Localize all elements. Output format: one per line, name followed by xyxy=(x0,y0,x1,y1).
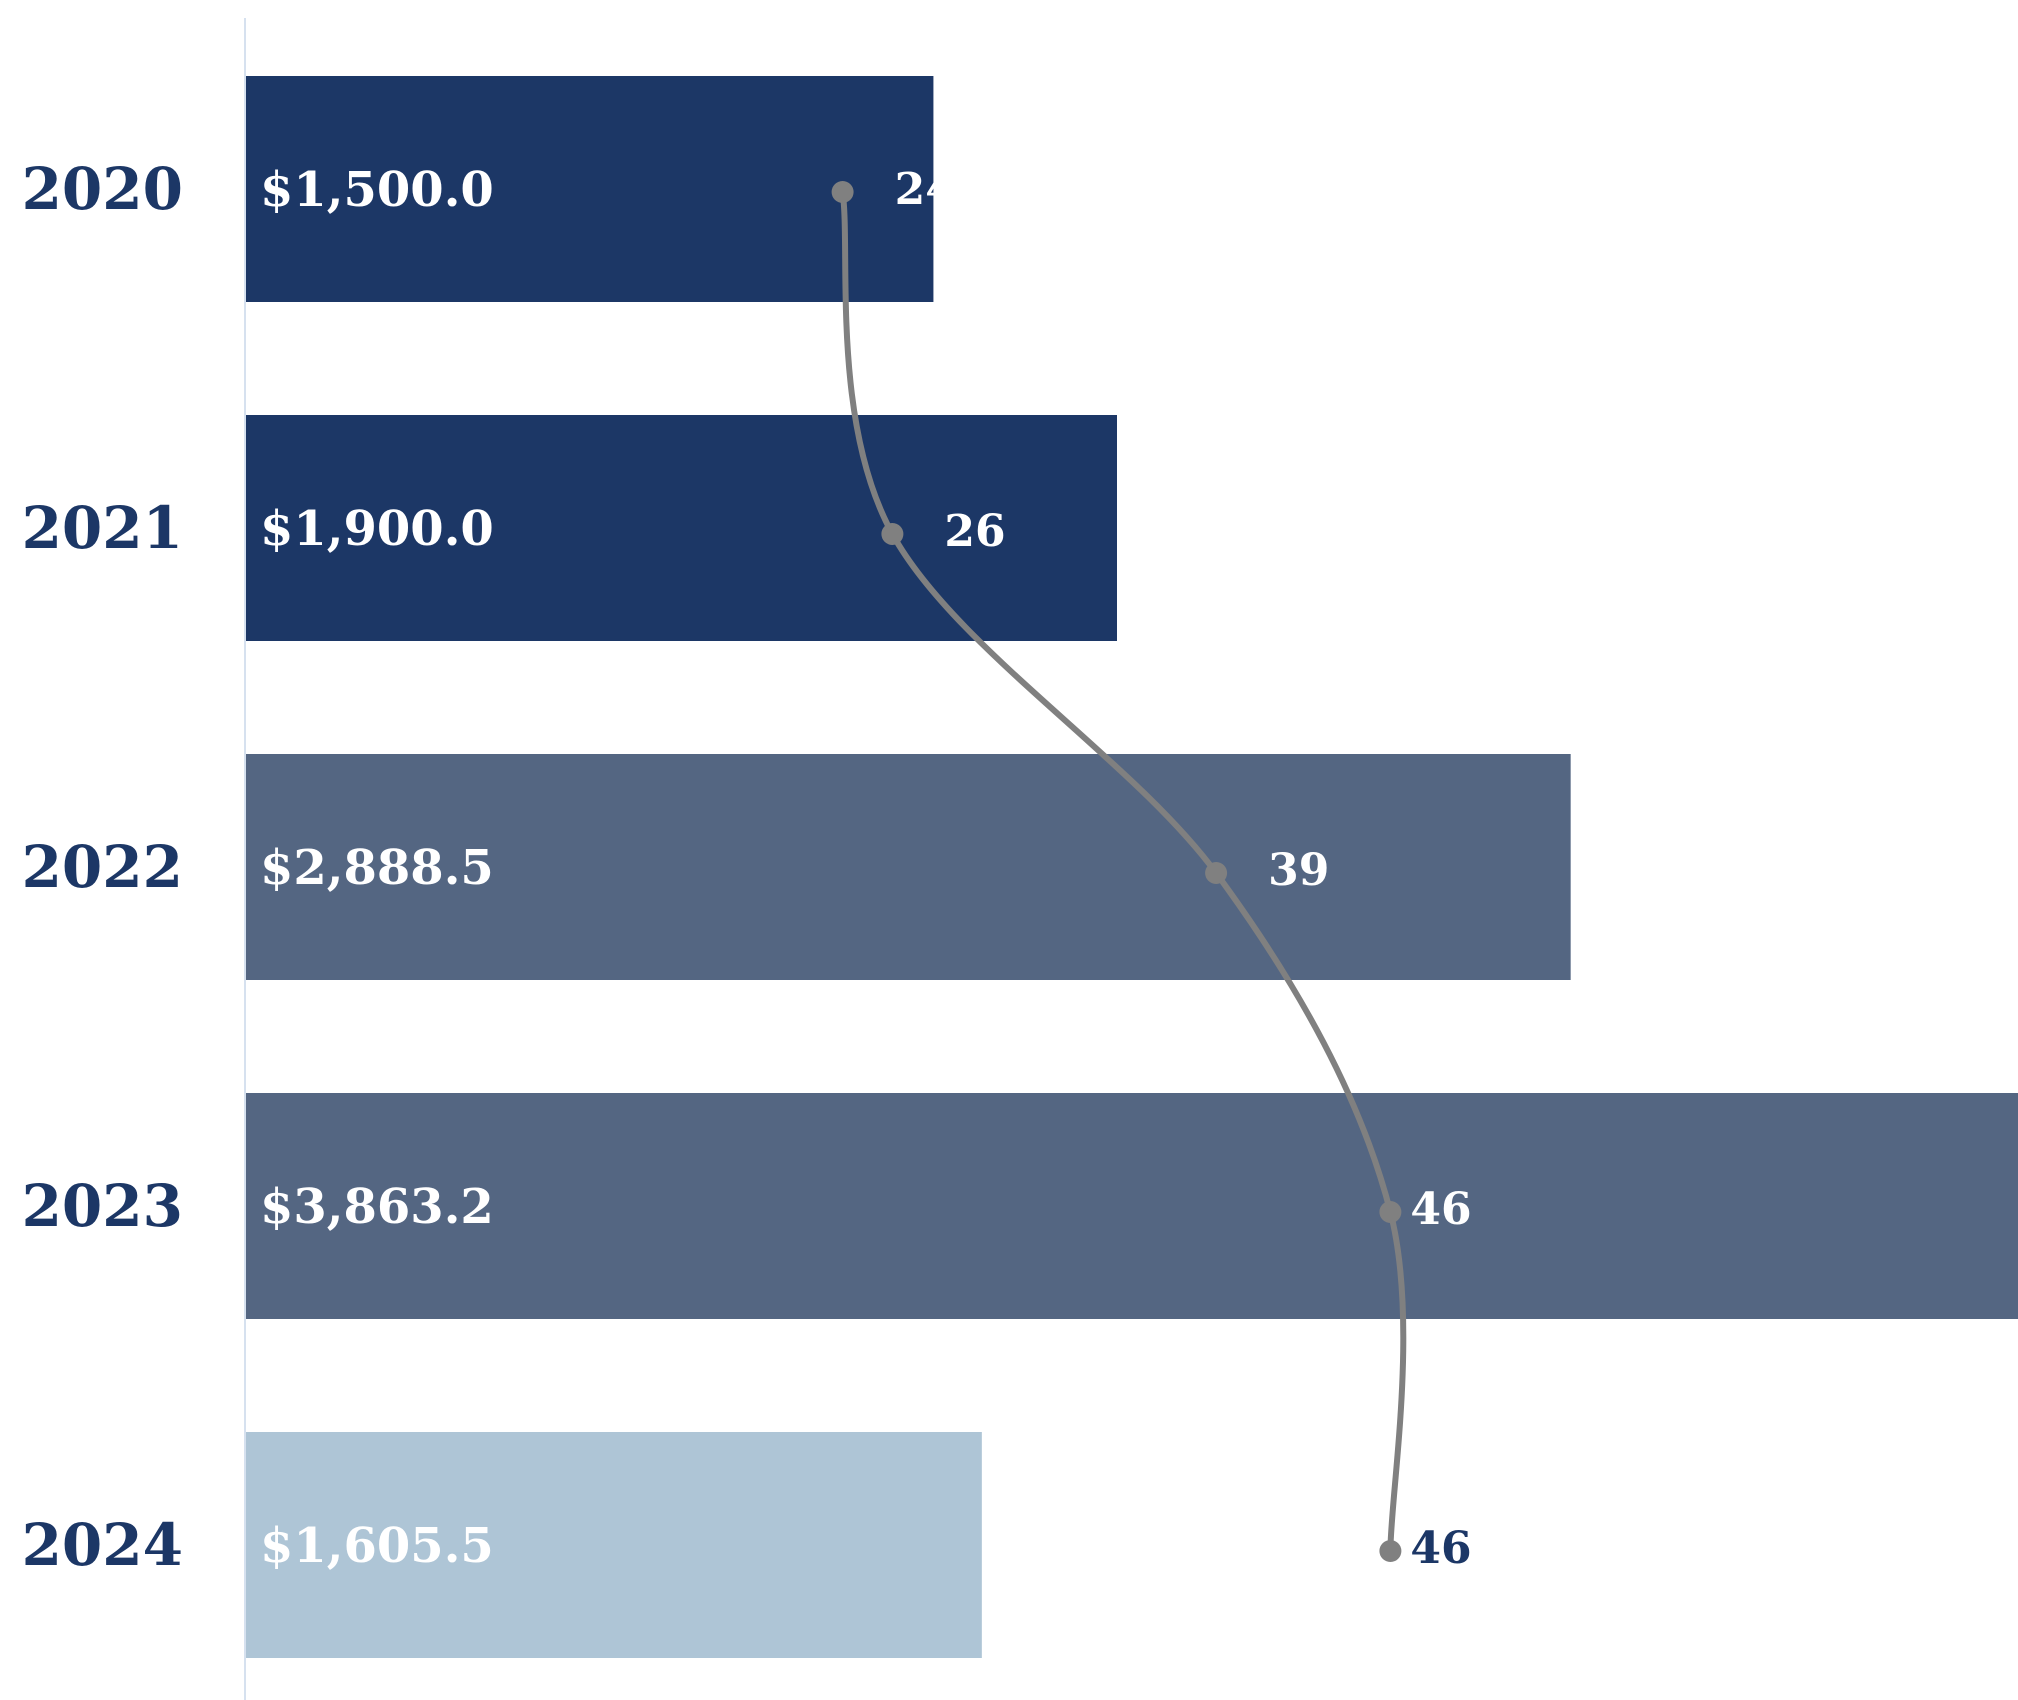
trend-point-2021 xyxy=(881,523,904,545)
bar-2020 xyxy=(245,76,934,302)
bar-2022 xyxy=(245,754,1571,980)
trend-points xyxy=(831,181,1402,1562)
trend-point-label-2022: 39 xyxy=(1268,845,1329,896)
bar-value-label-2023: $3,863.2 xyxy=(260,1179,494,1235)
bar-2021 xyxy=(245,415,1117,641)
category-label-2022: 2022 xyxy=(22,833,183,901)
bar-2023 xyxy=(245,1093,2018,1319)
category-label-2020: 2020 xyxy=(22,155,183,223)
category-label-2023: 2023 xyxy=(22,1172,183,1240)
bar-value-label-2022: $2,888.5 xyxy=(260,840,494,896)
category-label-2021: 2021 xyxy=(22,494,183,562)
trend-point-label-2021: 26 xyxy=(944,506,1005,557)
bar-value-label-2020: $1,500.0 xyxy=(260,162,494,218)
trend-point-labels: 24 26 39 46 46 xyxy=(895,164,1472,1574)
bar-value-labels: $1,500.0 $1,900.0 $2,888.5 $3,863.2 $1,605.5 xyxy=(260,162,494,1574)
trend-point-label-2020: 24 xyxy=(895,164,956,215)
trend-point-2023 xyxy=(1379,1201,1402,1223)
category-labels: 2020 2021 2022 2023 2024 xyxy=(22,155,183,1579)
bar-value-label-2021: $1,900.0 xyxy=(260,501,494,557)
bar-value-label-2024: $1,605.5 xyxy=(260,1518,494,1574)
bar-2024 xyxy=(245,1432,982,1658)
trend-point-2020 xyxy=(831,181,854,203)
trend-point-2022 xyxy=(1205,862,1228,884)
trend-point-label-2024: 46 xyxy=(1410,1523,1471,1574)
trend-point-2024 xyxy=(1379,1540,1402,1562)
category-label-2024: 2024 xyxy=(22,1511,183,1579)
trend-point-label-2023: 46 xyxy=(1410,1184,1471,1235)
bars-layer xyxy=(245,76,2018,1658)
